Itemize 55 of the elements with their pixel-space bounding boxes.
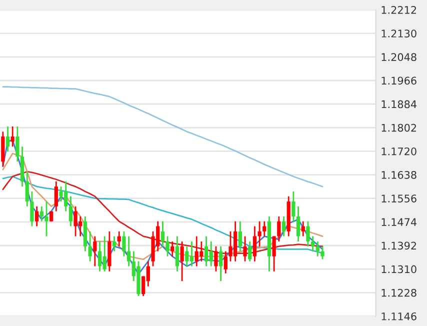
candlestick xyxy=(310,236,315,252)
y-tick-label: 1.1392 xyxy=(382,242,416,250)
candlestick xyxy=(180,240,184,282)
candlestick xyxy=(6,126,10,152)
line-series xyxy=(2,86,324,188)
candlestick xyxy=(282,216,286,237)
candlestick xyxy=(224,250,228,274)
candlestick xyxy=(16,126,20,162)
y-tick-label: 1.1884 xyxy=(382,100,416,108)
candlestick xyxy=(272,236,276,272)
candlestick xyxy=(117,230,121,248)
candlestick xyxy=(306,220,310,248)
candlestick xyxy=(88,230,92,262)
y-tick-label: 1.1720 xyxy=(382,147,416,156)
y-tick-label: 1.1474 xyxy=(382,218,416,226)
candlestick xyxy=(292,190,296,222)
y-tick-label: 1.2048 xyxy=(382,53,416,62)
candlestick xyxy=(68,196,73,227)
candlestick xyxy=(30,190,34,227)
candlestick xyxy=(262,220,266,237)
candlestick xyxy=(320,246,324,260)
y-tick-label: 1.1966 xyxy=(382,76,416,85)
candlestick xyxy=(93,236,97,267)
candlestick xyxy=(296,206,300,242)
candlestick xyxy=(160,220,165,248)
candlestick xyxy=(10,126,14,148)
candlestick xyxy=(258,220,262,248)
candlestick xyxy=(175,236,180,272)
candlestick xyxy=(238,220,242,252)
candlestick xyxy=(170,240,174,258)
y-tick-label: 1.2130 xyxy=(382,30,416,38)
candlestick xyxy=(214,246,218,272)
y-tick-label: 1.2212 xyxy=(382,6,416,14)
candlestick xyxy=(166,236,170,258)
y-tick-label: 1.1638 xyxy=(382,171,416,179)
candlestick xyxy=(54,180,58,212)
candlestick xyxy=(122,230,126,258)
y-tick-label: 1.1556 xyxy=(382,194,416,202)
candlestick xyxy=(243,236,247,262)
candlestick xyxy=(112,236,116,252)
candlestick xyxy=(248,240,252,262)
candlestick xyxy=(44,200,48,237)
candlestick xyxy=(252,226,257,262)
candlestick xyxy=(277,216,281,242)
candlestick xyxy=(301,220,305,237)
candlestick xyxy=(126,236,131,267)
candlestick xyxy=(40,206,44,222)
y-tick-label: 1.1146 xyxy=(382,312,416,320)
candlestick xyxy=(34,206,39,227)
candlestick xyxy=(316,240,320,258)
y-tick-label: 1.1802 xyxy=(382,124,416,132)
candlestick xyxy=(218,246,223,282)
candlestick xyxy=(25,170,29,208)
y-tick-label: 1.1310 xyxy=(382,265,416,274)
y-tick-label: 1.1228 xyxy=(382,288,416,297)
